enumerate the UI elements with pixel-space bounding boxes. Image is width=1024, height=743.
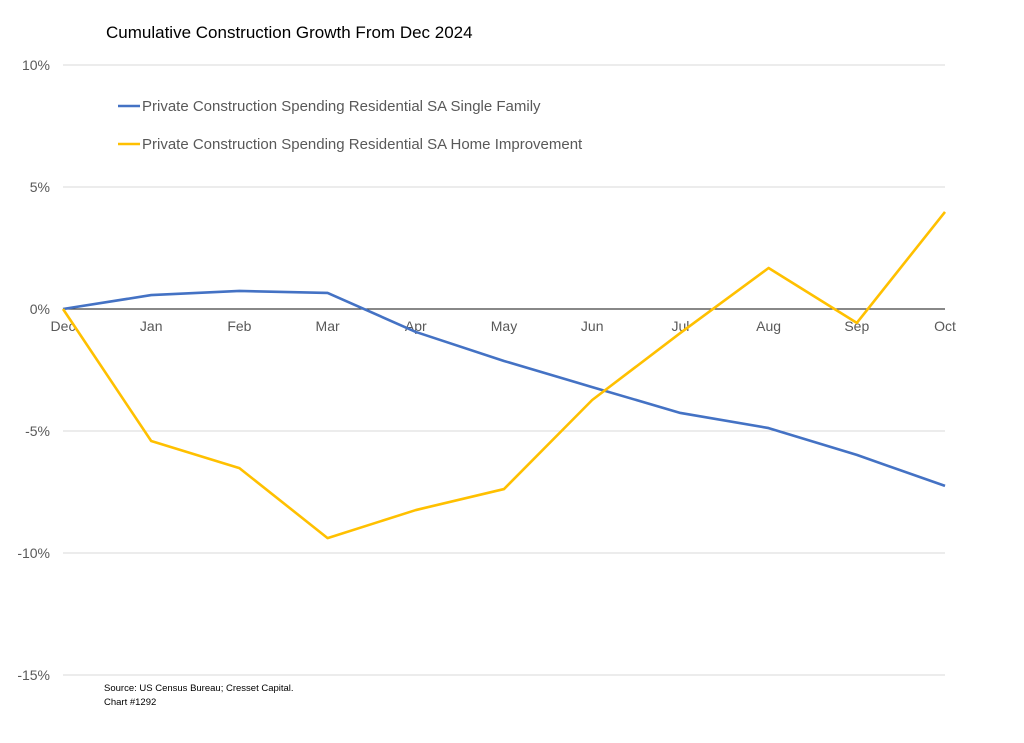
x-tick-label: May (491, 318, 517, 334)
x-tick-label: Sep (844, 318, 869, 334)
x-tick-label: Dec (51, 318, 76, 334)
gridlines (63, 64, 945, 676)
source-note: Source: US Census Bureau; Cresset Capita… (104, 683, 294, 694)
x-tick-label: Aug (756, 318, 781, 334)
x-axis: Dec Jan Feb Mar Apr May Jun Jul Aug Sep Oct (51, 318, 956, 334)
x-tick-label: Oct (934, 318, 956, 334)
x-tick-label: Feb (227, 318, 251, 334)
x-tick-label: Jan (140, 318, 163, 334)
y-tick-label: 0% (30, 301, 50, 317)
y-tick-label: -5% (25, 423, 50, 439)
y-axis: 10% 5% 0% -5% -10% -15% (17, 57, 50, 683)
chart-number: Chart #1292 (104, 697, 156, 708)
x-tick-label: Mar (316, 318, 340, 334)
chart-title: Cumulative Construction Growth From Dec … (106, 23, 473, 42)
y-tick-label: 5% (30, 179, 50, 195)
legend-label-2: Private Construction Spending Residentia… (142, 136, 583, 153)
legend-label-1: Private Construction Spending Residentia… (142, 98, 541, 115)
y-tick-label: -10% (17, 545, 50, 561)
x-tick-label: Jun (581, 318, 604, 334)
series-line-2 (61, 211, 947, 540)
y-tick-label: 10% (22, 57, 50, 73)
y-tick-label: -15% (17, 667, 50, 683)
series-lines (61, 211, 947, 540)
legend: Private Construction Spending Residentia… (118, 98, 583, 153)
